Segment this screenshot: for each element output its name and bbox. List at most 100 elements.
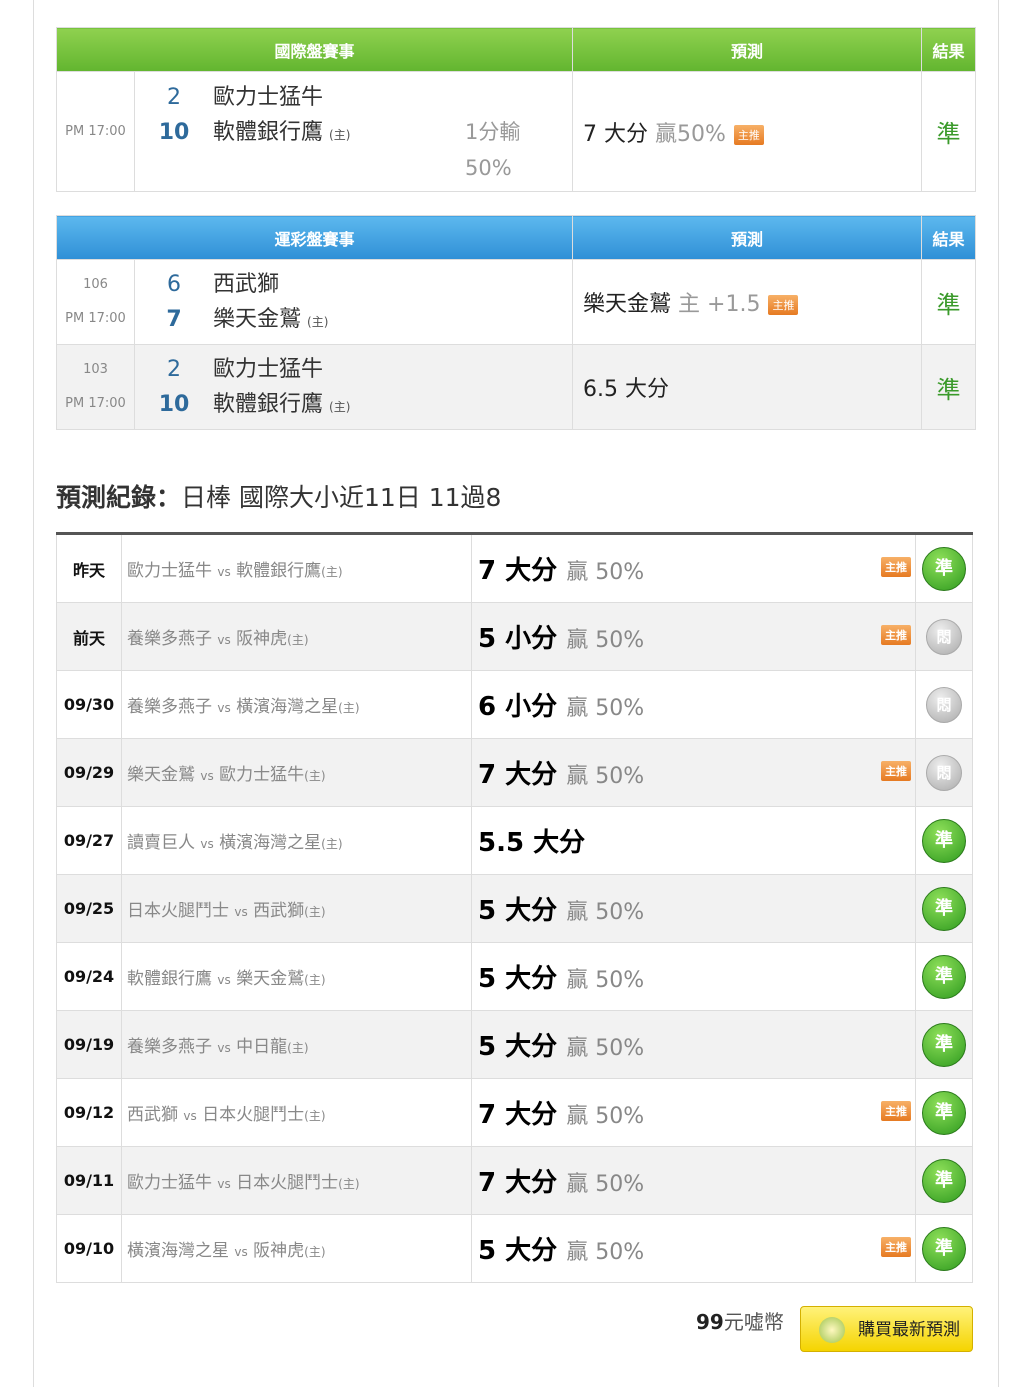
- match-time: PM 17:00: [56, 71, 135, 192]
- header-match: 國際盤賽事: [55, 27, 574, 72]
- away-team: 軟體銀行鷹: [127, 969, 212, 989]
- win-rate: 贏 50%: [566, 968, 645, 993]
- prediction: 5 大分: [478, 1236, 558, 1266]
- away-team: 樂天金鷲: [127, 765, 195, 785]
- away-team: 歐力士猛牛: [213, 357, 324, 382]
- win-rate: 贏 50%: [566, 1036, 645, 1061]
- home-team: 西武獅: [253, 901, 305, 921]
- away-team: 讀賣巨人: [127, 833, 195, 853]
- miss-badge: 悶: [926, 618, 962, 655]
- record-result: 悶: [915, 670, 973, 739]
- correct-badge: 準: [922, 886, 966, 931]
- prediction: 樂天金鷲: [583, 292, 672, 317]
- home-team: 日本火腿鬥士: [236, 1173, 339, 1193]
- record-match: 養樂多燕子 vs 阪神虎(主): [121, 602, 472, 671]
- vs-label: vs: [234, 1245, 248, 1259]
- price-value: 99: [696, 1310, 724, 1334]
- home-mark: (主): [304, 905, 326, 919]
- correct-badge: 準: [922, 546, 966, 591]
- home-score: 10: [158, 120, 190, 145]
- record-row: 09/27 讀賣巨人 vs 橫濱海灣之星(主) 5.5 大分準: [56, 806, 973, 875]
- record-row: 09/29 樂天金鷲 vs 歐力士猛牛(主) 7 大分 贏 50% 主推悶: [56, 738, 973, 807]
- away-team: 日本火腿鬥士: [127, 901, 229, 921]
- home-score: 7: [166, 307, 182, 332]
- prediction: 7 大分: [478, 556, 558, 586]
- match-id: 106: [83, 277, 108, 292]
- match-time: 106 PM 17:00: [56, 259, 135, 345]
- result: 準: [921, 259, 977, 345]
- teams: 2 歐力士猛牛 10 軟體銀行鷹 (主): [133, 344, 574, 430]
- home-mark: (主): [307, 315, 329, 329]
- record-row: 09/10 橫濱海灣之星 vs 阪神虎(主) 5 大分 贏 50% 主推準: [56, 1214, 973, 1283]
- record-match: 歐力士猛牛 vs 軟體銀行鷹(主): [121, 533, 472, 603]
- record-match: 讀賣巨人 vs 橫濱海灣之星(主): [121, 806, 472, 875]
- record-table: 昨天 歐力士猛牛 vs 軟體銀行鷹(主) 7 大分 贏 50% 主推準前天 養樂多燕子 …: [56, 532, 973, 1283]
- teams: 6 西武獅 7 樂天金鷲 (主): [133, 259, 574, 345]
- home-mark: (主): [329, 400, 351, 414]
- record-row: 09/12 西武獅 vs 日本火腿鬥士(主) 7 大分 贏 50% 主推準: [56, 1078, 973, 1147]
- away-score: 2: [167, 357, 181, 382]
- miss-badge: 悶: [926, 754, 962, 791]
- away-team: 歐力士猛牛: [213, 85, 324, 110]
- prediction-cell: 6.5 大分: [572, 344, 923, 430]
- vs-label: vs: [200, 769, 214, 783]
- record-date: 09/27: [56, 806, 122, 875]
- home-team: 日本火腿鬥士: [202, 1105, 305, 1125]
- correct-badge: 準: [922, 1158, 966, 1203]
- home-mark: (主): [287, 1041, 309, 1055]
- away-team: 歐力士猛牛: [127, 561, 212, 581]
- table-row: PM 17:00 2 歐力士猛牛 10 軟體銀行鷹 (主) 1分輸 50% 7 大分 贏…: [56, 71, 977, 192]
- correct-badge: 準: [922, 1022, 966, 1067]
- correct-badge: 準: [922, 954, 966, 999]
- home-team: 軟體銀行鷹: [213, 120, 324, 145]
- record-summary: 日棒 國際大小近11日 11過8: [181, 483, 502, 512]
- record-match: 軟體銀行鷹 vs 樂天金鷲(主): [121, 942, 472, 1011]
- buy-prediction-button[interactable]: 購買最新預測: [800, 1306, 973, 1352]
- record-date: 09/29: [56, 738, 122, 807]
- prediction: 5 大分: [478, 896, 558, 926]
- home-team: 歐力士猛牛: [219, 765, 305, 785]
- prediction: 5 大分: [478, 964, 558, 994]
- prediction-cell: 樂天金鷲 主 +1.5 主推: [572, 259, 923, 345]
- record-result: 準: [915, 1010, 973, 1079]
- record-date: 前天: [56, 602, 122, 671]
- prediction: 5 大分: [478, 1032, 558, 1062]
- away-team: 養樂多燕子: [127, 629, 212, 649]
- record-prediction: 5.5 大分: [471, 806, 916, 875]
- home-team: 阪神虎: [236, 629, 288, 649]
- away-team: 歐力士猛牛: [127, 1173, 212, 1193]
- featured-tag: 主推: [881, 625, 911, 645]
- vs-label: vs: [217, 701, 231, 715]
- correct-badge: 準: [922, 1090, 966, 1135]
- header-pred: 預測: [572, 27, 923, 72]
- away-score: 6: [167, 272, 181, 297]
- record-result: 準: [915, 1214, 973, 1283]
- table-row: 106 PM 17:00 6 西武獅 7 樂天金鷲 (主) 樂天金鷲 主 +1.5 主推 準: [56, 259, 977, 345]
- record-result: 悶: [915, 602, 973, 671]
- record-result: 悶: [915, 738, 973, 807]
- home-row: 10 軟體銀行鷹 (主): [135, 387, 572, 422]
- prediction: 7 大分: [478, 1100, 558, 1130]
- vs-label: vs: [217, 633, 231, 647]
- home-mark: (主): [304, 1109, 326, 1123]
- away-team: 西武獅: [213, 272, 280, 297]
- result: 準: [921, 71, 977, 192]
- record-prediction: 7 大分 贏 50% 主推: [471, 738, 916, 807]
- record-match: 西武獅 vs 日本火腿鬥士(主): [121, 1078, 472, 1147]
- win-rate: 贏 50%: [566, 764, 645, 789]
- home-team: 樂天金鷲: [213, 307, 302, 332]
- away-team: 西武獅: [127, 1105, 178, 1125]
- record-match: 樂天金鷲 vs 歐力士猛牛(主): [121, 738, 472, 807]
- match-time-value: PM 17:00: [65, 311, 126, 326]
- featured-tag: 主推: [733, 124, 764, 145]
- home-mark: (主): [329, 128, 351, 142]
- prediction: 5.5 大分: [478, 828, 586, 858]
- home-team: 橫濱海灣之星: [219, 833, 322, 853]
- header-result: 結果: [921, 215, 977, 260]
- record-match: 養樂多燕子 vs 中日龍(主): [121, 1010, 472, 1079]
- match-time-value: PM 17:00: [65, 396, 126, 411]
- record-prediction: 5 大分 贏 50% 主推: [471, 1214, 916, 1283]
- home-mark: (主): [287, 633, 309, 647]
- record-prediction: 5 大分 贏 50%: [471, 1010, 916, 1079]
- table-row: 103 PM 17:00 2 歐力士猛牛 10 軟體銀行鷹 (主) 6.5 大分 準: [56, 344, 977, 430]
